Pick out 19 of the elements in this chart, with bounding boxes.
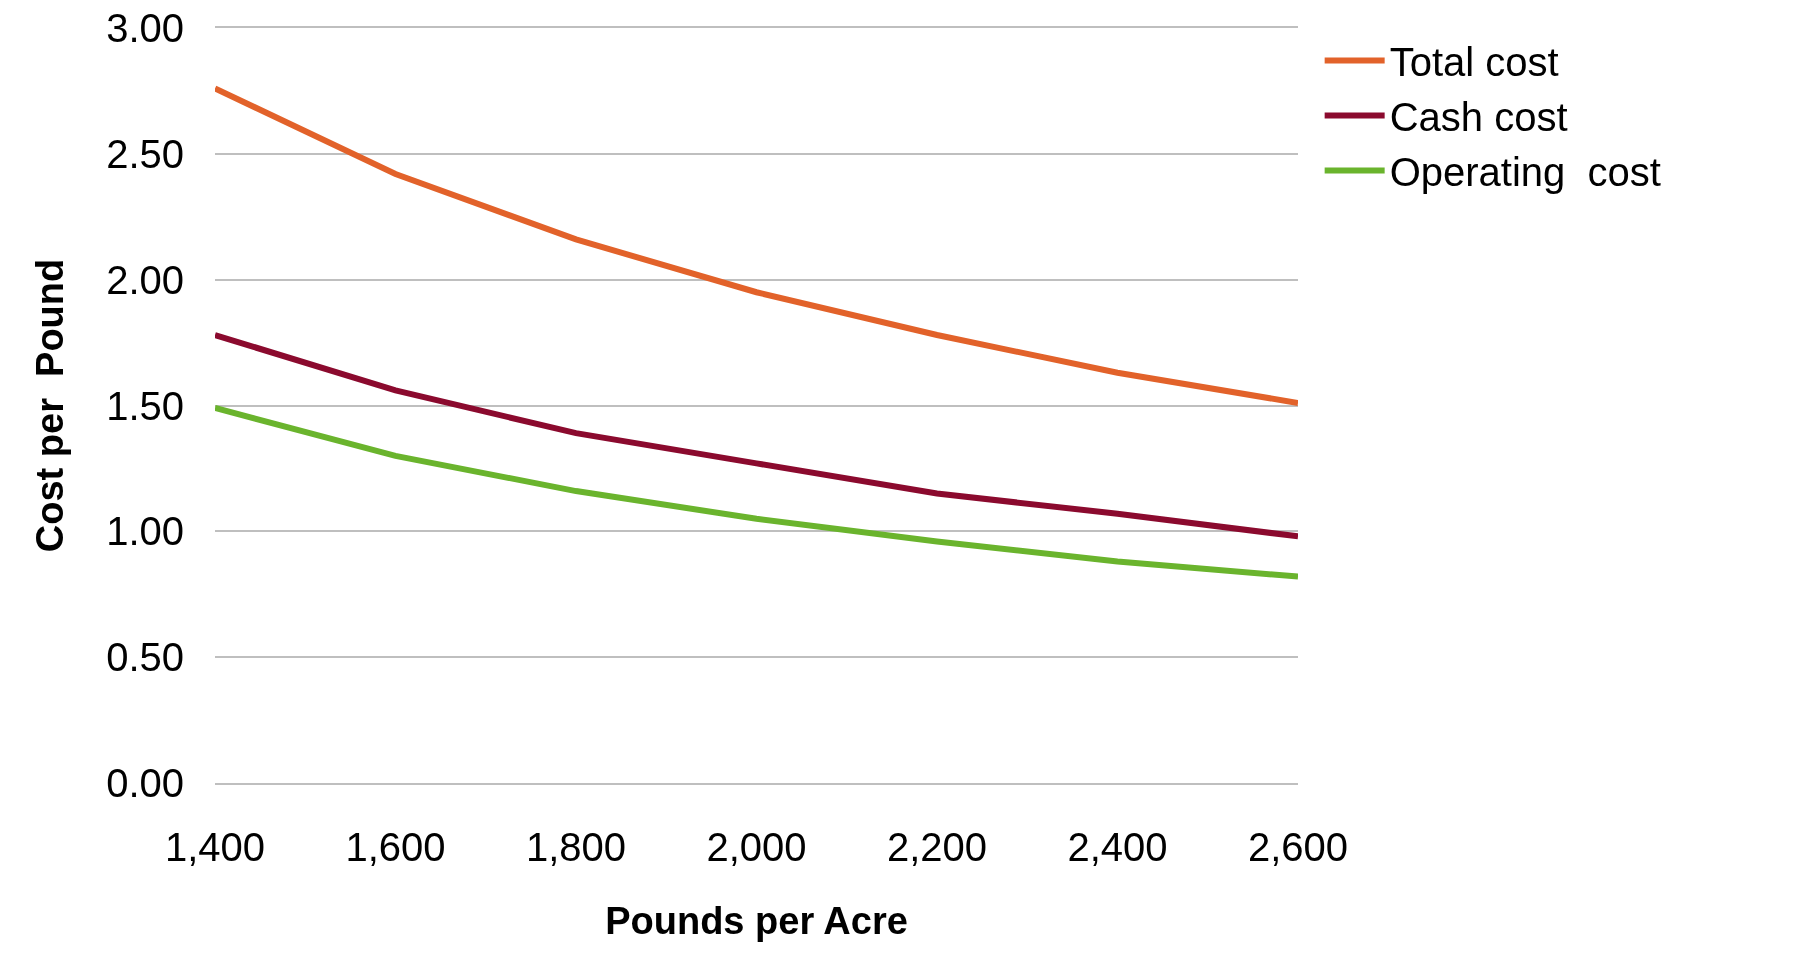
legend-label: Total cost (1389, 40, 1559, 85)
y-tick-label: 0.00 (106, 761, 184, 805)
y-tick-label: 3.00 (106, 6, 184, 50)
y-tick-label: 1.00 (106, 509, 184, 554)
y-tick-label: 2.00 (106, 257, 184, 302)
x-tick-label: 1,600 (345, 824, 446, 869)
x-tick-label: 2,000 (706, 824, 807, 869)
x-axis-title: Pounds per Acre (605, 900, 908, 943)
x-tick-label: 2,200 (886, 824, 988, 869)
legend-label: Cash cost (1389, 95, 1568, 140)
y-tick-label: 2.50 (106, 131, 184, 176)
legend-label: Operating cost (1389, 150, 1661, 195)
x-tick-label: 2,400 (1067, 824, 1168, 869)
y-axis-title: Cost per Pound (29, 258, 72, 553)
y-tick-label: 0.50 (106, 635, 184, 680)
x-tick-label: 2,600 (1247, 824, 1349, 869)
y-tick-label: 1.50 (106, 383, 184, 428)
x-tick-label: 1,800 (525, 824, 627, 869)
x-tick-label: 1,400 (164, 824, 266, 869)
